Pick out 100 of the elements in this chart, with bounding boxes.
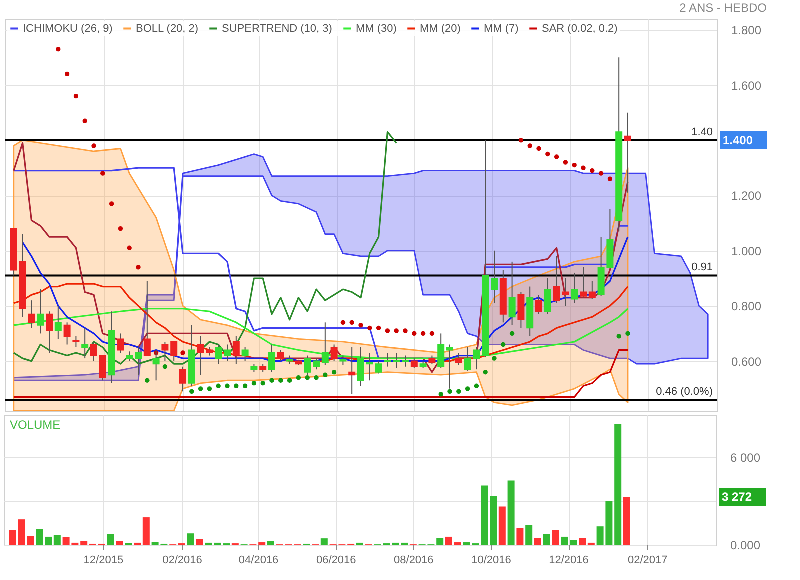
ref-line-label: 1.40	[692, 126, 713, 138]
bar	[516, 528, 524, 545]
candlestick	[393, 352, 400, 369]
candlestick	[46, 311, 53, 354]
y-tick-label: 6 000	[730, 450, 761, 465]
legend-label: MM (7)	[484, 22, 519, 35]
chart-subtitle: 2 ANS - HEBDO	[680, 1, 767, 15]
bar	[196, 539, 204, 545]
x-tick-label: 12/2016	[549, 554, 589, 566]
y-tick-label: 1.000	[732, 244, 762, 258]
candlestick	[90, 341, 98, 362]
bar	[116, 541, 124, 545]
bar	[481, 486, 488, 545]
legend-label: SUPERTREND (10, 3)	[222, 22, 332, 35]
bar	[534, 538, 542, 545]
x-tick-label: 08/2016	[394, 554, 434, 566]
candlestick	[232, 336, 240, 365]
candlestick	[37, 289, 44, 334]
candlestick	[64, 322, 71, 346]
ref-line-label: 0.91	[692, 262, 713, 274]
candlestick	[304, 355, 312, 376]
bar	[187, 534, 194, 545]
bar	[268, 541, 274, 545]
candlestick	[571, 272, 578, 304]
candlestick	[242, 347, 249, 362]
bar	[107, 534, 114, 545]
candlestick	[224, 344, 231, 362]
candlestick	[580, 266, 587, 298]
bar	[498, 506, 506, 545]
y-tick-label: 1.800	[732, 24, 762, 38]
candlestick	[170, 341, 178, 362]
bar	[624, 497, 630, 545]
candlestick	[358, 347, 364, 387]
bar	[570, 540, 578, 545]
ref-line-label: 0.46 (0.0%)	[656, 386, 713, 398]
candlestick	[402, 355, 409, 368]
bar	[54, 535, 61, 545]
text: 1.400	[723, 133, 754, 148]
candlestick	[144, 280, 151, 356]
legend-label: SAR (0.02, 0.2)	[542, 22, 618, 35]
candlestick	[322, 322, 329, 366]
candlestick	[82, 328, 89, 360]
candlestick	[162, 341, 169, 362]
bar	[614, 424, 622, 545]
candlestick	[277, 350, 284, 362]
candlestick	[438, 333, 445, 369]
legend-label: MM (30)	[356, 22, 397, 35]
bar	[436, 538, 444, 545]
line-series	[13, 349, 629, 398]
bar	[142, 518, 150, 545]
bar	[552, 530, 560, 545]
candlestick	[348, 347, 356, 395]
x-tick-label: 02/2016	[162, 554, 202, 566]
candlestick	[340, 355, 347, 366]
y-tick-label: 1.600	[732, 78, 762, 93]
candlestick	[455, 352, 462, 366]
candlestick	[28, 300, 36, 329]
x-tick-label: 10/2016	[472, 554, 512, 566]
bar	[45, 536, 52, 545]
candlestick	[330, 344, 338, 362]
text: 3 272	[722, 490, 752, 504]
candlestick	[491, 250, 498, 304]
bar	[9, 530, 16, 545]
candlestick	[366, 352, 374, 382]
candlestick	[72, 336, 80, 348]
candlestick	[99, 355, 106, 382]
candlestick	[126, 351, 134, 362]
x-tick-label: 04/2016	[238, 554, 279, 566]
bar	[508, 480, 515, 545]
candlestick	[410, 358, 418, 369]
bar	[36, 529, 44, 545]
line-series	[13, 131, 398, 365]
candlestick	[215, 344, 222, 365]
candlestick	[180, 366, 186, 392]
candlestick	[446, 344, 454, 390]
x-tick-label: 02/2017	[628, 554, 668, 566]
candlestick	[313, 358, 320, 370]
candlestick	[536, 294, 542, 315]
bar	[490, 496, 497, 545]
candlestick	[544, 278, 552, 315]
x-tick-label: 12/2015	[84, 554, 124, 566]
candlestick	[117, 333, 124, 354]
bar	[80, 541, 88, 545]
bar	[320, 538, 328, 545]
candlestick	[54, 306, 62, 340]
candlestick	[268, 344, 276, 373]
candlestick	[508, 261, 516, 326]
y-tick-label: 0.800	[732, 300, 762, 314]
chart-title: VOLUME	[10, 418, 61, 432]
legend-label: MM (20)	[420, 22, 461, 35]
candlestick	[588, 280, 596, 300]
candlestick	[384, 352, 392, 368]
candlestick	[135, 347, 142, 376]
candlestick	[624, 112, 632, 194]
bar	[446, 536, 452, 545]
candlestick	[375, 360, 382, 374]
legend-label: ICHIMOKU (26, 9)	[23, 22, 113, 35]
legend-label: BOLL (20, 2)	[136, 22, 199, 35]
y-tick-label: 0.600	[732, 354, 762, 369]
y-tick-label: 1.200	[732, 189, 762, 204]
